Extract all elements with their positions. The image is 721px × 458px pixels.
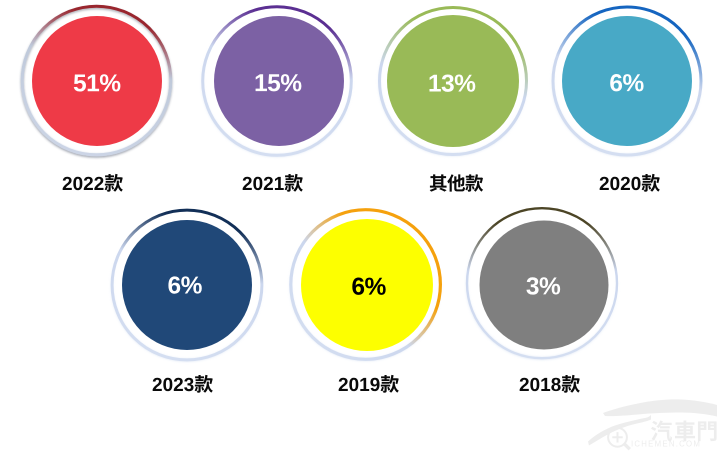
svg-text:ICHEMEN.COM: ICHEMEN.COM <box>631 440 701 449</box>
